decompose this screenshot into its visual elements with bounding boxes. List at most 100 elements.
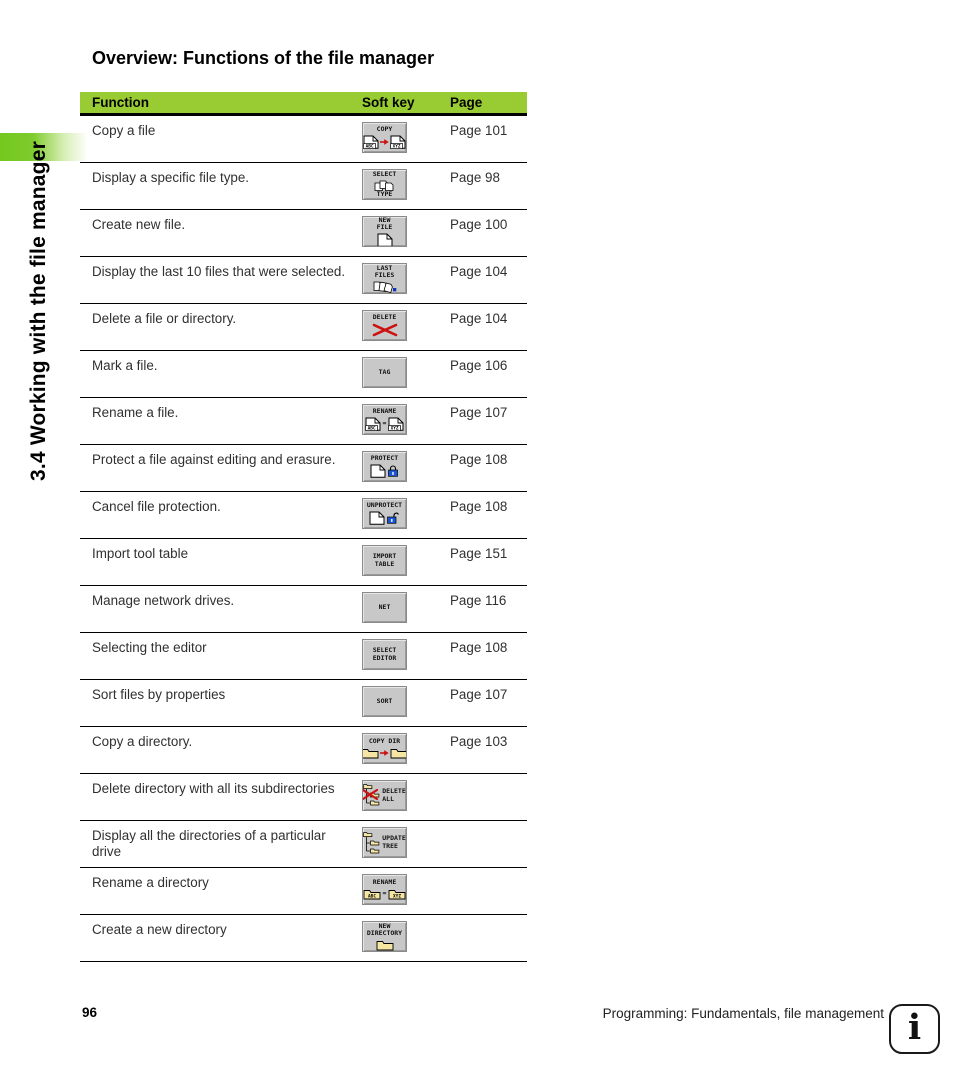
table-body: Copy a file COPY ABC XYZ Page 101 Displa… <box>80 116 527 962</box>
rename-file-softkey: RENAME ABC = XYZ <box>362 404 407 435</box>
info-icon-glyph: i <box>907 1007 922 1048</box>
page-ref: Page 107 <box>450 687 508 702</box>
page-ref: Page 106 <box>450 358 508 373</box>
softkey-cell: LAST FILES <box>362 257 450 303</box>
page-ref: Page 103 <box>450 734 508 749</box>
recent-files-icon <box>373 281 396 293</box>
svg-text:XYZ: XYZ <box>391 425 399 430</box>
function-cell: Create a new directory <box>92 922 227 937</box>
directory-tree-icon <box>363 832 380 854</box>
update-tree-softkey: UPDATE TREE <box>362 827 407 858</box>
file-icon <box>370 464 386 478</box>
softkey-cell: SELECT TYPE <box>362 163 450 209</box>
function-cell: Import tool table <box>92 546 189 561</box>
table-row: Delete a file or directory. DELETE Page … <box>80 304 527 351</box>
delete-all-softkey: DELETE ALL <box>362 780 407 811</box>
function-cell: Selecting the editor <box>92 640 207 655</box>
table-header: Function Soft key Page <box>80 92 527 116</box>
softkey-cell: DELETE ALL <box>362 774 450 820</box>
tag-softkey: TAG <box>362 357 407 388</box>
table-row: Sort files by properties SORT Page 107 <box>80 680 527 727</box>
page-number: 96 <box>82 1005 98 1020</box>
table-row: Cancel file protection. UNPROTECT Page 1… <box>80 492 527 539</box>
rename-dir-softkey: RENAME ABC = XYZ <box>362 874 407 905</box>
softkey-cell: COPY DIR <box>362 727 450 773</box>
function-cell: Cancel file protection. <box>92 499 221 514</box>
function-cell: Protect a file against editing and erasu… <box>92 452 336 467</box>
copy-file-softkey: COPY ABC XYZ <box>362 122 407 153</box>
softkey-cell: RENAME ABC = XYZ <box>362 398 450 444</box>
page-ref: Page 101 <box>450 123 508 138</box>
import-table-softkey: IMPORT TABLE <box>362 545 407 576</box>
page-ref: Page 107 <box>450 405 508 420</box>
page-ref <box>450 821 527 867</box>
red-arrow-icon <box>380 138 389 145</box>
unprotect-softkey: UNPROTECT <box>362 498 407 529</box>
page-ref: Page 104 <box>450 311 508 326</box>
table-row: Rename a directory RENAME ABC = XYZ <box>80 868 527 915</box>
folder-icon <box>376 940 393 950</box>
red-arrow-icon <box>380 749 389 756</box>
file-icon: ABC <box>363 135 379 149</box>
folder-icon: ABC <box>363 889 380 899</box>
function-cell: Rename a directory <box>92 875 209 890</box>
function-cell: Copy a directory. <box>92 734 193 749</box>
table-row: Protect a file against editing and erasu… <box>80 445 527 492</box>
softkey-cell: IMPORT TABLE <box>362 539 450 585</box>
lock-icon <box>388 465 398 477</box>
svg-text:XYZ: XYZ <box>393 143 401 148</box>
function-cell: Delete directory with all its subdirecto… <box>92 781 335 796</box>
softkey-cell: UPDATE TREE <box>362 821 450 867</box>
table-row: Display the last 10 files that were sele… <box>80 257 527 304</box>
file-icon <box>369 511 385 525</box>
function-cell: Display a specific file type. <box>92 170 250 185</box>
sort-softkey: SORT <box>362 686 407 717</box>
table-row: Copy a file COPY ABC XYZ Page 101 <box>80 116 527 163</box>
table-row: Import tool table IMPORT TABLE Page 151 <box>80 539 527 586</box>
page-ref: Page 98 <box>450 170 500 185</box>
folder-icon: XYZ <box>389 889 406 899</box>
table-row: Manage network drives. NET Page 116 <box>80 586 527 633</box>
unlock-icon <box>387 512 399 524</box>
svg-text:ABC: ABC <box>368 893 376 899</box>
softkey-cell: COPY ABC XYZ <box>362 116 450 162</box>
delete-softkey: DELETE <box>362 310 407 341</box>
function-cell: Delete a file or directory. <box>92 311 237 326</box>
table-row: Display a specific file type. SELECT TYP… <box>80 163 527 210</box>
folder-icon <box>363 748 379 759</box>
table-row: Create a new directory NEW DIRECTORY <box>80 915 527 962</box>
file-stack-icon <box>374 180 393 191</box>
page-ref: Page 108 <box>450 499 508 514</box>
table-row: Create new file. NEW FILE Page 100 <box>80 210 527 257</box>
last-files-softkey: LAST FILES <box>362 263 407 294</box>
function-cell: Rename a file. <box>92 405 179 420</box>
page-ref: Page 104 <box>450 264 508 279</box>
page-ref: Page 108 <box>450 640 508 655</box>
softkey-cell: PROTECT <box>362 445 450 491</box>
file-icon: ABC <box>364 417 381 431</box>
sidebar-green-band <box>0 133 86 161</box>
page-ref <box>450 774 527 820</box>
table-row: Mark a file. TAG Page 106 <box>80 351 527 398</box>
softkey-cell: RENAME ABC = XYZ <box>362 868 450 914</box>
chapter-sidebar-title: 3.4 Working with the file manager <box>27 141 50 481</box>
softkey-cell: TAG <box>362 351 450 397</box>
function-cell: Create new file. <box>92 217 186 232</box>
file-icon: XYZ <box>390 135 406 149</box>
column-header-page: Page <box>450 95 483 110</box>
softkey-cell: DELETE <box>362 304 450 350</box>
function-cell: Manage network drives. <box>92 593 235 608</box>
table-row: Copy a directory. COPY DIR Page 103 <box>80 727 527 774</box>
table-row: Rename a file. RENAME ABC = XYZ Page 107 <box>80 398 527 445</box>
function-cell: Copy a file <box>92 123 156 138</box>
function-cell: Sort files by properties <box>92 687 226 702</box>
select-editor-softkey: SELECT EDITOR <box>362 639 407 670</box>
svg-text:ABC: ABC <box>366 143 374 148</box>
function-cell: Display the last 10 files that were sele… <box>92 264 346 279</box>
function-cell: Display all the directories of a particu… <box>92 828 326 859</box>
page-ref <box>450 915 527 961</box>
svg-text:XYZ: XYZ <box>394 893 402 899</box>
red-x-icon <box>372 323 397 337</box>
page-ref: Page 116 <box>450 593 507 608</box>
footer-text: Programming: Fundamentals, file manageme… <box>602 1006 884 1021</box>
